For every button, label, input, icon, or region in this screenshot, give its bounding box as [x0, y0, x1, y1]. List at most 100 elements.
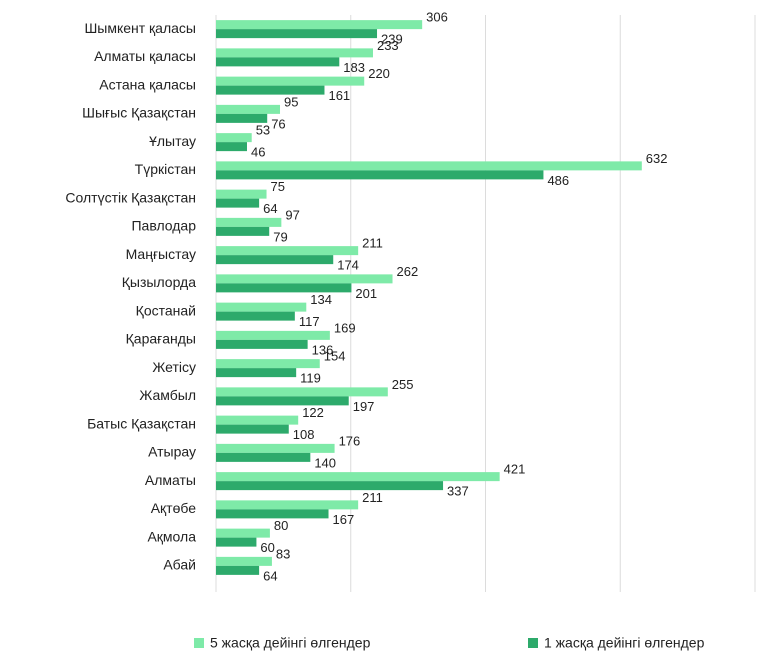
data-label: 136 — [312, 342, 334, 357]
bar — [216, 311, 295, 321]
data-label: 95 — [284, 94, 298, 109]
data-label: 255 — [392, 377, 414, 392]
data-label: 262 — [397, 264, 419, 279]
y-tick-label: Абай — [163, 557, 196, 573]
y-tick-label: Қарағанды — [126, 331, 196, 347]
bar — [216, 424, 289, 434]
bar — [216, 283, 352, 293]
bar — [216, 170, 544, 180]
data-label: 233 — [377, 38, 399, 53]
bar — [216, 302, 307, 312]
bar — [216, 330, 330, 340]
bar — [216, 481, 444, 491]
legend-label: 1 жасқа дейінгі өлгендер — [544, 635, 705, 651]
data-label: 201 — [355, 286, 377, 301]
bar — [216, 509, 329, 519]
data-label: 211 — [362, 236, 383, 251]
y-tick-label: Астана қаласы — [99, 76, 196, 92]
y-tick-label: Ұлытау — [149, 133, 196, 149]
bar — [216, 452, 311, 462]
data-label: 183 — [343, 60, 365, 75]
bar — [216, 142, 247, 152]
bar — [216, 368, 297, 378]
bar — [216, 133, 252, 143]
data-label: 117 — [299, 314, 320, 329]
bar — [216, 396, 349, 406]
data-label: 220 — [368, 66, 390, 81]
data-label: 122 — [302, 405, 324, 420]
y-tick-label: Қызылорда — [122, 274, 196, 290]
data-label: 174 — [337, 258, 359, 273]
bar — [216, 537, 257, 547]
data-label: 108 — [293, 427, 315, 442]
bar — [216, 556, 272, 566]
data-label: 140 — [314, 455, 336, 470]
data-label: 60 — [260, 540, 274, 555]
data-label: 161 — [328, 88, 350, 103]
y-tick-label: Атырау — [148, 444, 196, 460]
bar — [216, 20, 423, 30]
bar — [216, 472, 500, 482]
bar — [216, 48, 373, 58]
y-tick-label: Қостанай — [136, 302, 196, 318]
data-label: 64 — [263, 568, 277, 583]
data-label: 169 — [334, 320, 356, 335]
bar — [216, 443, 335, 453]
data-label: 306 — [426, 10, 448, 25]
data-label: 119 — [300, 371, 321, 386]
data-label: 75 — [271, 179, 285, 194]
legend-swatch — [194, 638, 204, 648]
data-label: 211 — [362, 490, 383, 505]
bar — [216, 85, 325, 95]
y-tick-label: Алматы қаласы — [94, 48, 196, 64]
y-tick-label: Шығыс Қазақстан — [82, 105, 196, 121]
bar — [216, 198, 260, 208]
bar — [216, 500, 359, 510]
bar — [216, 189, 267, 199]
data-label: 97 — [285, 207, 299, 222]
legend-label: 5 жасқа дейінгі өлгендер — [210, 635, 371, 651]
bar — [216, 339, 308, 349]
bar — [216, 226, 270, 236]
y-tick-label: Павлодар — [131, 218, 196, 234]
bar — [216, 565, 260, 575]
y-tick-label: Солтүстік Қазақстан — [65, 189, 196, 205]
data-label: 167 — [333, 512, 355, 527]
bar — [216, 161, 642, 171]
bar — [216, 57, 340, 67]
bar — [216, 415, 299, 425]
data-label: 632 — [646, 151, 668, 166]
data-label: 64 — [263, 201, 277, 216]
bar — [216, 359, 320, 369]
data-label: 176 — [339, 433, 361, 448]
bar — [216, 528, 270, 538]
data-label: 53 — [256, 123, 270, 138]
data-label: 46 — [251, 145, 265, 160]
bar — [216, 113, 268, 123]
data-label: 83 — [276, 546, 290, 561]
bar — [216, 76, 365, 86]
y-tick-label: Түркістан — [135, 161, 196, 177]
y-tick-label: Шымкент қаласы — [84, 20, 196, 36]
y-tick-label: Жамбыл — [139, 387, 196, 403]
data-label: 134 — [310, 292, 332, 307]
bar — [216, 217, 282, 227]
legend-swatch — [528, 638, 538, 648]
y-tick-label: Ақтөбе — [151, 500, 197, 516]
y-tick-label: Жетісу — [152, 359, 196, 375]
data-label: 80 — [274, 518, 288, 533]
bar — [216, 104, 281, 114]
data-label: 486 — [547, 173, 569, 188]
data-label: 421 — [504, 462, 526, 477]
y-tick-label: Батыс Қазақстан — [87, 415, 196, 431]
y-tick-label: Ақмола — [147, 528, 196, 544]
data-label: 337 — [447, 484, 469, 499]
y-tick-label: Алматы — [145, 472, 196, 488]
y-tick-label: Маңғыстау — [126, 246, 196, 262]
bar — [216, 29, 378, 39]
data-label: 76 — [271, 116, 285, 131]
data-label: 239 — [381, 32, 403, 47]
data-label: 197 — [353, 399, 375, 414]
data-label: 154 — [324, 349, 346, 364]
